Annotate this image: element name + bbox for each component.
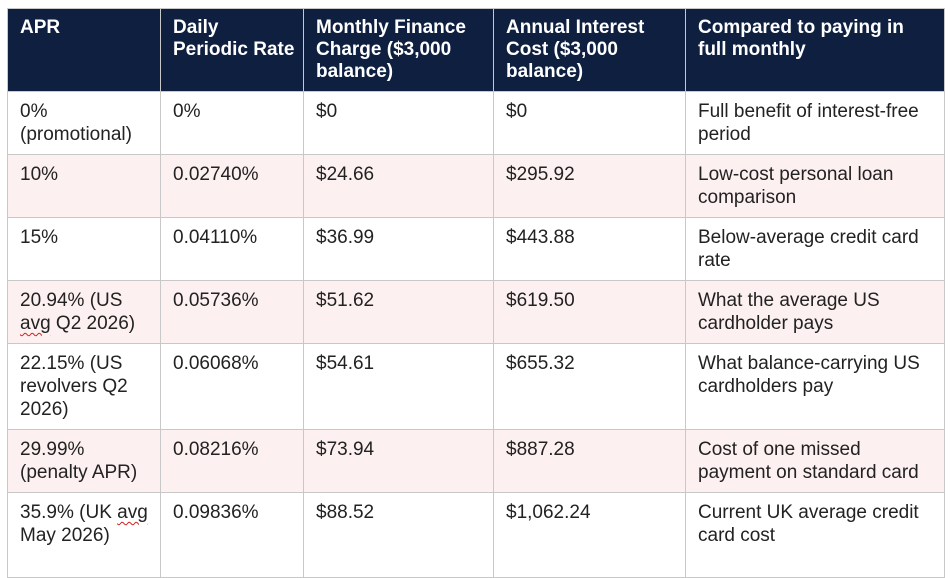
table-header-row: APR Daily Periodic Rate Monthly Finance …: [7, 8, 945, 92]
apr-value: 35.9% (UK: [20, 502, 118, 523]
cell-monthly-charge: $36.99: [303, 217, 494, 281]
table-row: 35.9% (UK avg May 2026) 0.09836% $88.52 …: [7, 492, 945, 578]
cell-compared: What the average US cardholder pays: [685, 280, 945, 344]
cell-daily-rate: 0%: [160, 91, 304, 155]
apr-note: (promotional): [20, 124, 132, 145]
apr-value: 0%: [20, 101, 48, 122]
cell-apr: 29.99% (penalty APR): [7, 429, 161, 493]
cell-daily-rate: 0.04110%: [160, 217, 304, 281]
table-row: 20.94% (US avg Q2 2026) 0.05736% $51.62 …: [7, 280, 945, 344]
apr-comparison-table-container: APR Daily Periodic Rate Monthly Finance …: [7, 8, 945, 578]
cell-annual-cost: $443.88: [493, 217, 686, 281]
cell-apr: 22.15% (US revolvers Q2 2026): [7, 343, 161, 430]
cell-compared: Cost of one missed payment on standard c…: [685, 429, 945, 493]
cell-annual-cost: $0: [493, 91, 686, 155]
header-apr: APR: [7, 8, 161, 92]
header-annual-interest-cost: Annual Interest Cost ($3,000 balance): [493, 8, 686, 92]
table-row: 29.99% (penalty APR) 0.08216% $73.94 $88…: [7, 429, 945, 493]
apr-note: May 2026): [20, 525, 110, 546]
cell-apr: 35.9% (UK avg May 2026): [7, 492, 161, 578]
cell-compared: Full benefit of interest-free period: [685, 91, 945, 155]
cell-monthly-charge: $51.62: [303, 280, 494, 344]
cell-annual-cost: $619.50: [493, 280, 686, 344]
cell-daily-rate: 0.08216%: [160, 429, 304, 493]
cell-apr: 15%: [7, 217, 161, 281]
table-row: 10% 0.02740% $24.66 $295.92 Low-cost per…: [7, 154, 945, 218]
cell-apr: 0% (promotional): [7, 91, 161, 155]
apr-value: 20.94% (US: [20, 290, 123, 311]
cell-compared: What balance-carrying US cardholders pay: [685, 343, 945, 430]
cell-daily-rate: 0.05736%: [160, 280, 304, 344]
cell-annual-cost: $1,062.24: [493, 492, 686, 578]
cell-daily-rate: 0.06068%: [160, 343, 304, 430]
header-daily-periodic-rate: Daily Periodic Rate: [160, 8, 304, 92]
header-monthly-finance-charge: Monthly Finance Charge ($3,000 balance): [303, 8, 494, 92]
table-row: 22.15% (US revolvers Q2 2026) 0.06068% $…: [7, 343, 945, 430]
cell-compared: Low-cost personal loan comparison: [685, 154, 945, 218]
cell-monthly-charge: $0: [303, 91, 494, 155]
apr-abbrev-spellcheck: avg: [117, 502, 148, 523]
cell-monthly-charge: $88.52: [303, 492, 494, 578]
cell-annual-cost: $295.92: [493, 154, 686, 218]
cell-annual-cost: $655.32: [493, 343, 686, 430]
cell-monthly-charge: $24.66: [303, 154, 494, 218]
cell-monthly-charge: $73.94: [303, 429, 494, 493]
apr-abbrev-spellcheck: avg: [20, 313, 51, 334]
table-row: 15% 0.04110% $36.99 $443.88 Below-averag…: [7, 217, 945, 281]
cell-compared: Current UK average credit card cost: [685, 492, 945, 578]
cell-compared: Below-average credit card rate: [685, 217, 945, 281]
cell-monthly-charge: $54.61: [303, 343, 494, 430]
apr-note: Q2 2026): [50, 313, 136, 334]
cell-apr: 20.94% (US avg Q2 2026): [7, 280, 161, 344]
cell-apr: 10%: [7, 154, 161, 218]
cell-daily-rate: 0.02740%: [160, 154, 304, 218]
header-compared-to-paying-in-full: Compared to paying in full monthly: [685, 8, 945, 92]
cell-annual-cost: $887.28: [493, 429, 686, 493]
cell-daily-rate: 0.09836%: [160, 492, 304, 578]
table-row: 0% (promotional) 0% $0 $0 Full benefit of…: [7, 91, 945, 155]
apr-comparison-table: APR Daily Periodic Rate Monthly Finance …: [7, 8, 945, 578]
